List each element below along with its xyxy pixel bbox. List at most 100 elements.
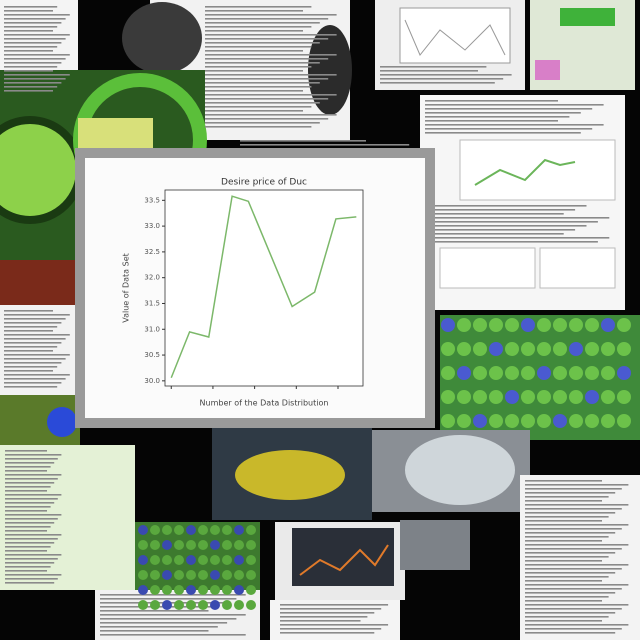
text-stripe — [5, 450, 47, 452]
x-axis-label: Number of the Data Distribution — [200, 399, 329, 408]
photo-detail — [405, 435, 515, 505]
blob — [162, 555, 172, 565]
mini-chart — [539, 247, 616, 289]
blob — [617, 366, 631, 380]
mini-chart — [399, 7, 511, 64]
text-stripe — [5, 498, 58, 500]
text-stripe — [4, 334, 70, 336]
text-stripe — [205, 82, 320, 84]
text-stripe — [5, 506, 51, 508]
text-stripe — [5, 530, 47, 532]
text-stripe — [280, 604, 389, 606]
blob — [505, 342, 519, 356]
blob — [553, 366, 567, 380]
blob — [537, 366, 551, 380]
text-stripe — [525, 616, 609, 618]
text-stripe — [4, 346, 58, 348]
blob — [138, 555, 148, 565]
text-stripe — [525, 500, 602, 502]
text-stripe — [4, 362, 62, 364]
text-stripe — [100, 622, 228, 624]
text-stripe — [205, 78, 329, 80]
blob — [138, 585, 148, 595]
text-stripe — [525, 540, 602, 542]
text-stripe — [525, 548, 622, 550]
blob — [186, 525, 196, 535]
text-stripe — [525, 572, 616, 574]
blob — [246, 600, 256, 610]
text-stripe — [425, 221, 598, 223]
text-stripe — [425, 132, 581, 134]
blob — [473, 342, 487, 356]
text-stripe — [525, 480, 602, 482]
blob — [234, 525, 244, 535]
text-stripe — [205, 34, 337, 36]
mini-chart — [292, 528, 394, 586]
text-stripe — [4, 314, 70, 316]
text-stripe — [4, 378, 66, 380]
text-stripe — [4, 90, 53, 92]
text-stripe — [525, 624, 629, 626]
text-stripe — [205, 6, 312, 8]
blob — [210, 570, 220, 580]
blob — [489, 414, 503, 428]
blob — [601, 414, 615, 428]
text-stripe — [4, 374, 70, 376]
blob — [246, 570, 256, 580]
text-stripe — [5, 458, 58, 460]
blob — [150, 540, 160, 550]
y-tick-label: 33.5 — [144, 196, 160, 204]
blob — [441, 414, 455, 428]
blob — [505, 318, 519, 332]
text-stripe — [4, 46, 58, 48]
text-stripe — [525, 544, 629, 546]
blob — [186, 600, 196, 610]
blob — [222, 555, 232, 565]
text-stripe — [205, 18, 329, 20]
blob — [585, 366, 599, 380]
text-stripe — [205, 10, 303, 12]
blob — [222, 600, 232, 610]
y-tick-label: 32.0 — [144, 274, 160, 282]
text-stripe — [205, 38, 329, 40]
text-stripe — [380, 74, 512, 76]
blob — [617, 342, 631, 356]
blob — [617, 318, 631, 332]
text-stripe — [100, 598, 237, 600]
text-stripe — [205, 14, 337, 16]
text-stripe — [5, 582, 55, 584]
text-stripe — [5, 478, 58, 480]
blob — [174, 540, 184, 550]
text-stripe — [4, 50, 53, 52]
photo-detail — [535, 60, 560, 80]
photo-detail — [78, 118, 153, 148]
text-stripe — [525, 532, 616, 534]
blob — [174, 600, 184, 610]
photo-detail — [47, 407, 77, 437]
blob — [150, 525, 160, 535]
text-stripe — [4, 370, 53, 372]
blob — [585, 390, 599, 404]
text-stripe — [100, 610, 209, 612]
blob — [601, 342, 615, 356]
text-stripe — [205, 86, 312, 88]
text-stripe — [425, 225, 587, 227]
blob — [138, 540, 148, 550]
mini-line — [299, 544, 389, 576]
text-stripe — [4, 358, 66, 360]
text-stripe — [205, 94, 337, 96]
blob — [210, 585, 220, 595]
text-stripe — [4, 18, 66, 20]
text-stripe — [425, 205, 587, 207]
text-stripe — [4, 322, 62, 324]
text-stripe — [4, 382, 62, 384]
text-stripe — [100, 634, 246, 636]
text-stripe — [380, 78, 504, 80]
blob — [210, 600, 220, 610]
text-stripe — [100, 630, 209, 632]
blob — [210, 540, 220, 550]
text-stripe — [5, 486, 51, 488]
blob — [186, 585, 196, 595]
text-stripe — [525, 504, 629, 506]
